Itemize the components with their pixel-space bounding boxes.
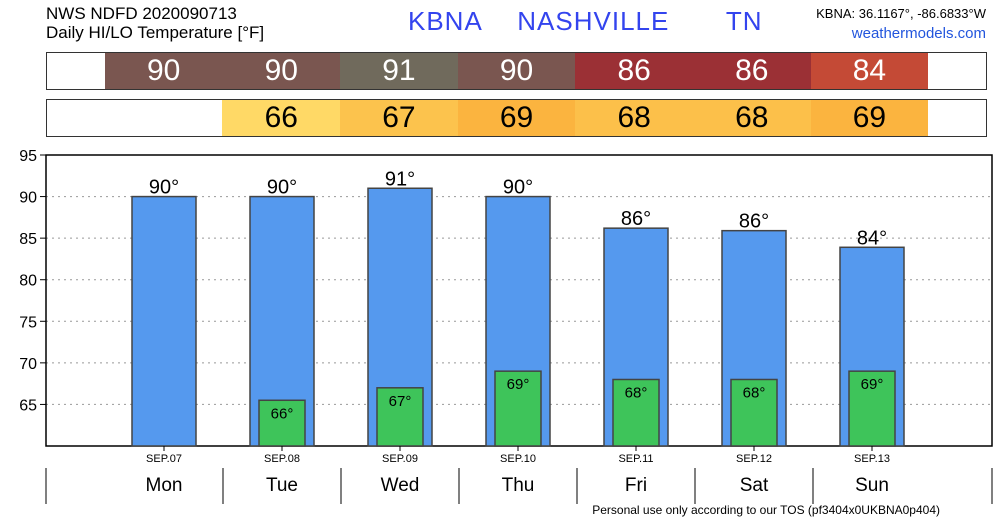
y-tick-label: 90: [19, 190, 37, 207]
x-date-label: SEP.10: [500, 453, 536, 465]
site-info: KBNA: 36.1167°, -86.6833°W weathermodels…: [816, 4, 986, 44]
x-date-label: SEP.13: [854, 453, 890, 465]
x-date-label: SEP.09: [382, 453, 418, 465]
low-temp-cell: [104, 100, 223, 136]
title-block: NWS NDFD 2020090713 Daily HI/LO Temperat…: [46, 4, 264, 42]
low-temp-cell: 68: [575, 100, 693, 136]
station-id: KBNA: [408, 6, 483, 36]
x-weekday-label: Mon: [146, 475, 183, 496]
low-bar: [376, 387, 424, 447]
site-link[interactable]: weathermodels.com: [851, 25, 986, 42]
high-bar-label: 86°: [739, 211, 769, 233]
y-tick-label: 95: [19, 148, 37, 165]
low-bar: [848, 370, 896, 447]
high-bar-label: 86°: [621, 208, 651, 230]
low-temp-cell: 66: [222, 100, 341, 136]
y-tick-label: 65: [19, 397, 37, 414]
low-bar-label: 67°: [389, 393, 412, 410]
x-date-label: SEP.07: [146, 453, 182, 465]
low-bar: [730, 378, 778, 447]
y-tick-label: 70: [19, 356, 37, 373]
low-bar-label: 68°: [743, 384, 766, 401]
low-bar-label: 69°: [507, 376, 530, 393]
x-weekday-label: Thu: [502, 475, 535, 496]
high-temp-cell: 86: [575, 53, 693, 89]
y-tick-label: 85: [19, 231, 37, 248]
y-tick-label: 75: [19, 314, 37, 331]
x-weekday-label: Sat: [740, 475, 769, 496]
state-code: TN: [725, 6, 763, 36]
x-date-label: SEP.12: [736, 453, 772, 465]
high-bar: [131, 195, 197, 447]
y-tick-label: 80: [19, 273, 37, 290]
low-bar-label: 68°: [625, 384, 648, 401]
chart-subtitle: Daily HI/LO Temperature [°F]: [46, 23, 265, 42]
high-bar-label: 84°: [857, 227, 887, 249]
high-temp-cell: 84: [810, 53, 929, 89]
x-weekday-label: Fri: [625, 475, 647, 496]
low-bar-label: 69°: [861, 376, 884, 393]
high-bar-label: 90°: [503, 177, 533, 199]
high-temp-cell: 91: [340, 53, 458, 89]
high-temp-cell: 90: [457, 53, 576, 89]
x-date-label: SEP.08: [264, 453, 300, 465]
x-date-label: SEP.11: [618, 453, 653, 465]
location-title: KBNA NASHVILLE TN: [408, 6, 763, 37]
low-temp-strip: 66 67 69 68 68 69: [46, 99, 987, 137]
low-bar: [612, 378, 660, 447]
city-name: NASHVILLE: [517, 6, 670, 36]
high-bar-label: 90°: [149, 177, 179, 199]
high-temp-cell: 86: [692, 53, 811, 89]
x-weekday-label: Tue: [266, 475, 298, 496]
high-bar-label: 91°: [385, 168, 415, 190]
low-temp-cell: 67: [340, 100, 458, 136]
low-bar-label: 66°: [271, 405, 294, 422]
terms-notice: Personal use only according to our TOS (…: [592, 503, 940, 517]
station-coordinates: KBNA: 36.1167°, -86.6833°W: [816, 6, 986, 21]
high-temp-strip: 90 90 91 90 86 86 84: [46, 52, 987, 90]
low-temp-cell: 69: [810, 100, 929, 136]
high-temp-cell: 90: [222, 53, 341, 89]
model-run-label: NWS NDFD 2020090713: [46, 4, 237, 23]
x-weekday-label: Wed: [381, 475, 420, 496]
x-weekday-label: Sun: [855, 475, 889, 496]
high-bar-label: 90°: [267, 177, 297, 199]
low-temp-cell: 69: [457, 100, 576, 136]
low-temp-cell: 68: [692, 100, 811, 136]
high-temp-cell: 90: [104, 53, 223, 89]
